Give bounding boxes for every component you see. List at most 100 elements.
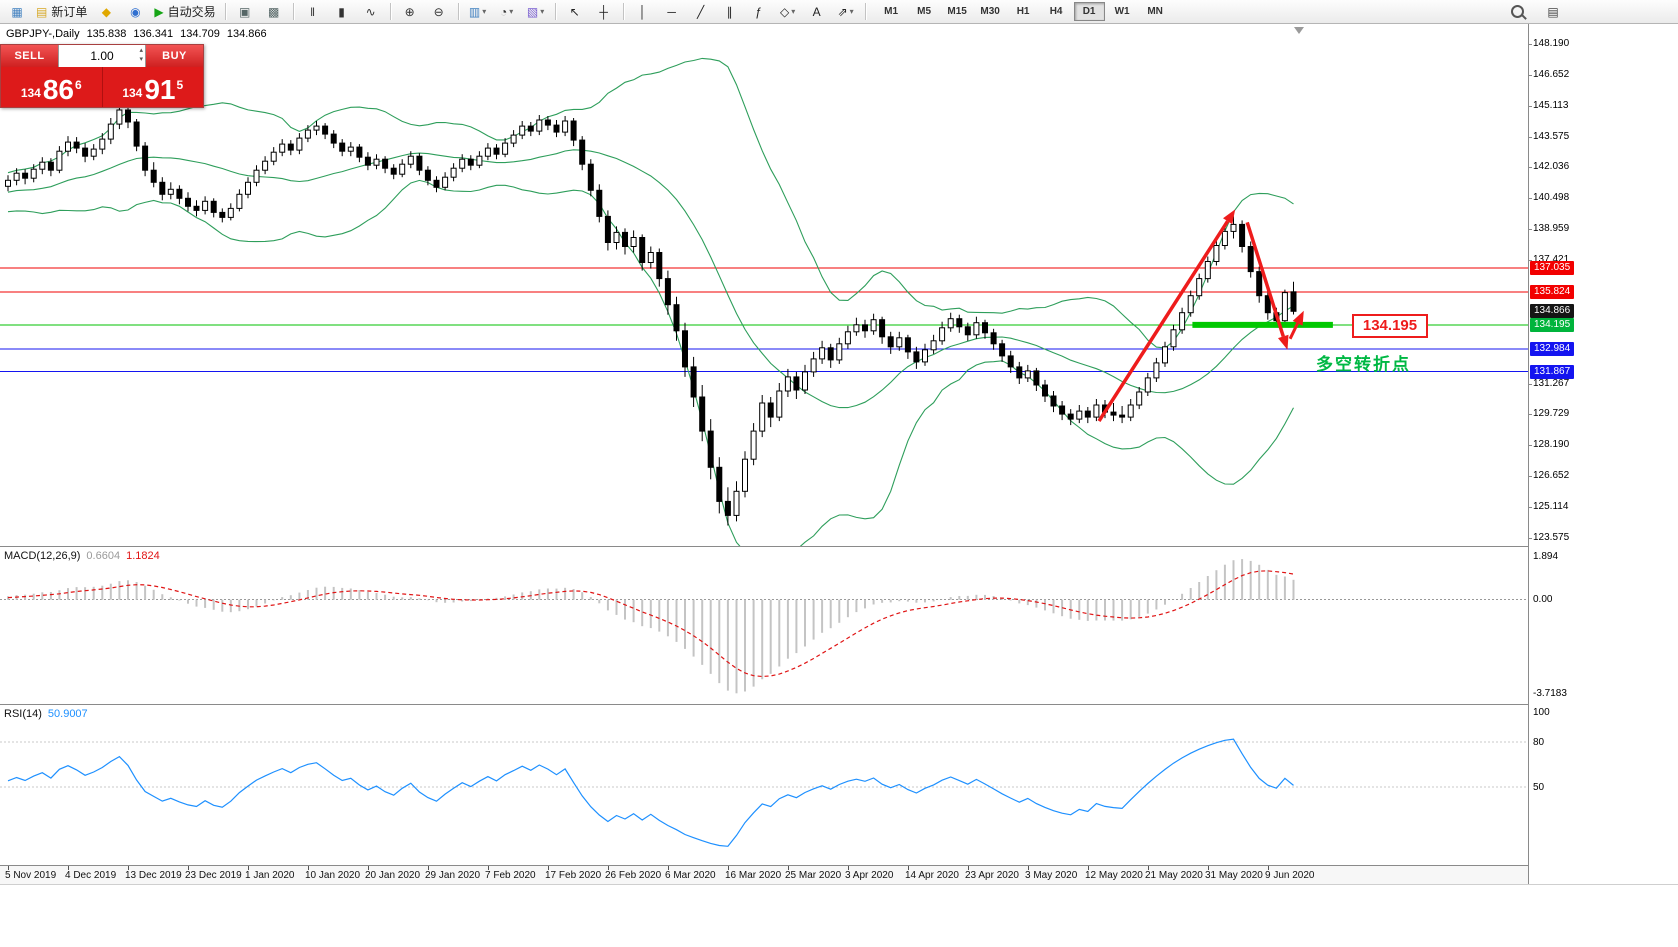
timeframe-w1[interactable]: W1 (1114, 6, 1130, 17)
crosshair-icon[interactable]: ┼ (590, 1, 618, 23)
template-dropdown[interactable]: ▧ ▾ (522, 1, 550, 23)
time-axis-label: 26 Feb 2020 (605, 870, 662, 881)
trendline-icon[interactable]: ╱ (687, 1, 715, 23)
price-axis-label: 137.421 (1533, 254, 1570, 266)
time-axis-label: 21 May 2020 (1145, 870, 1203, 881)
vertical-line-icon[interactable]: │ (629, 1, 657, 23)
zoom-in-icon[interactable]: ⊕ (396, 1, 424, 23)
time-axis-tick (788, 866, 789, 870)
market-watch-icon-glyph: ◉ (130, 4, 141, 19)
cascade-windows-icon-glyph: ▩ (267, 4, 280, 19)
new-order-button[interactable]: ▤ 新订单 (32, 1, 91, 23)
timeframe-d1[interactable]: D1 (1073, 2, 1105, 21)
close-value: 134.866 (226, 28, 267, 40)
macd-axis-label: 1.894 (1533, 551, 1559, 562)
rsi-panel-separator[interactable] (0, 704, 1678, 705)
horizontal-level-lines (0, 267, 1528, 373)
template-dropdown-glyph: ▧ (526, 4, 539, 19)
timeframe-m15[interactable]: M15 (947, 6, 967, 17)
horizontal-line-icon[interactable]: ─ (658, 1, 686, 23)
high-value: 136.341 (133, 28, 174, 40)
open-value: 135.838 (86, 28, 127, 40)
bar-chart-icon[interactable]: ‖ (299, 1, 327, 23)
time-axis-label: 31 May 2020 (1205, 870, 1263, 881)
rsi-line (7, 738, 1294, 847)
new-chart-icon[interactable]: ▦ (3, 1, 31, 23)
auto-trading-button[interactable]: ▶ 自动交易 (150, 1, 219, 23)
price-chart[interactable] (0, 24, 1528, 546)
price-divider (101, 67, 103, 107)
buy-price-display[interactable]: 134 91 5 (103, 67, 204, 107)
market-watch-icon[interactable]: ◉ (121, 1, 149, 23)
price-axis-border (1528, 24, 1529, 884)
trend-arrows[interactable] (1097, 209, 1304, 423)
time-axis-label: 20 Jan 2020 (365, 870, 421, 881)
zoom-out-icon[interactable]: ⊖ (425, 1, 453, 23)
chart-shift-marker[interactable] (1294, 27, 1304, 34)
buy-button[interactable]: BUY (146, 45, 203, 67)
new-chart-dropdown[interactable]: ▥ ▾ (464, 1, 492, 23)
price-callout-label[interactable]: 134.195 (1352, 314, 1428, 338)
time-axis-label: 23 Dec 2019 (185, 870, 242, 881)
channel-icon[interactable]: ∥ (716, 1, 744, 23)
rsi-panel[interactable] (0, 705, 1528, 865)
trendline-icon-glyph: ╱ (696, 4, 705, 19)
cascade-windows-icon[interactable]: ▩ (260, 1, 288, 23)
tile-windows-icon-glyph: ▣ (238, 4, 251, 19)
toolbar-separator (292, 3, 294, 20)
magnifier-glass-icon (1510, 5, 1524, 18)
toolbar-separator (554, 3, 556, 20)
volume-increase-button[interactable]: ▴ (139, 47, 143, 54)
toolbar-separator (389, 3, 391, 20)
timeframe-toolbar: M1 M5 M15 M30 H1 H4 D1 W1 MN (875, 2, 1172, 21)
time-axis-label: 7 Feb 2020 (485, 870, 536, 881)
profiles-icon[interactable]: ◆ (92, 1, 120, 23)
macd-panel-separator[interactable] (0, 546, 1678, 547)
candlestick-chart-icon[interactable]: ▮ (328, 1, 356, 23)
macd-axis-label: -3.7183 (1533, 688, 1567, 699)
volume-input[interactable]: 1.00 ▴ ▾ (58, 45, 146, 67)
timeframe-h4[interactable]: H4 (1049, 6, 1063, 17)
price-axis[interactable]: 148.190 146.652 145.113 143.575 142.036 140.4… (1529, 24, 1678, 884)
sell-price-display[interactable]: 134 86 6 (1, 67, 102, 107)
chevron-down-icon: ▾ (791, 7, 796, 16)
macd-main-value: 0.6604 (86, 550, 121, 562)
macd-panel[interactable] (0, 547, 1528, 704)
time-axis[interactable]: 5 Nov 2019 4 Dec 2019 13 Dec 2019 23 Dec 20… (0, 866, 1528, 884)
price-axis-label: 146.652 (1533, 68, 1570, 80)
timeframe-m5[interactable]: M5 (917, 6, 932, 17)
timeframe-h1[interactable]: H1 (1016, 6, 1030, 17)
timeframe-m30[interactable]: M30 (980, 6, 1000, 17)
shapes-dropdown-glyph: ◇ (779, 4, 790, 19)
time-axis-tick (1208, 866, 1209, 870)
data-window-icon[interactable]: ▤ (1539, 1, 1567, 23)
profiles-icon-glyph: ◆ (101, 4, 111, 19)
crosshair-icon-glyph: ┼ (599, 4, 608, 19)
new-chart-icon-glyph: ▦ (11, 4, 23, 19)
period-dropdown[interactable]: ◔ ▾ (493, 1, 521, 23)
time-axis-tick (1028, 866, 1029, 870)
chevron-down-icon: ▾ (482, 7, 487, 16)
time-axis-label: 25 Mar 2020 (785, 870, 842, 881)
sell-price-fraction: 6 (75, 78, 82, 92)
sell-button[interactable]: SELL (1, 45, 58, 67)
turning-point-label[interactable]: 多空转折点 (1316, 355, 1411, 374)
time-axis-label: 14 Apr 2020 (905, 870, 959, 881)
timeframe-mn[interactable]: MN (1147, 6, 1163, 17)
arrow-tools-dropdown[interactable]: ⇗ ▾ (832, 1, 860, 23)
fibonacci-icon[interactable]: ƒ (745, 1, 773, 23)
rsi-axis-label: 80 (1533, 737, 1545, 748)
time-axis-label: 3 May 2020 (1025, 870, 1078, 881)
timeframe-m1[interactable]: M1 (884, 6, 899, 17)
time-axis-tick (1148, 866, 1149, 870)
time-axis-label: 16 Mar 2020 (725, 870, 782, 881)
search-icon[interactable] (1503, 1, 1531, 23)
period-dropdown-glyph: ◔ (499, 4, 508, 19)
line-chart-icon[interactable]: ∿ (357, 1, 385, 23)
shapes-dropdown[interactable]: ◇ ▾ (774, 1, 802, 23)
macd-indicator-label: MACD(12,26,9) 0.6604 1.1824 (4, 550, 160, 562)
volume-decrease-button[interactable]: ▾ (139, 56, 143, 63)
tile-windows-icon[interactable]: ▣ (231, 1, 259, 23)
text-tool-icon[interactable]: A (803, 1, 831, 23)
cursor-icon[interactable]: ↖ (561, 1, 589, 23)
